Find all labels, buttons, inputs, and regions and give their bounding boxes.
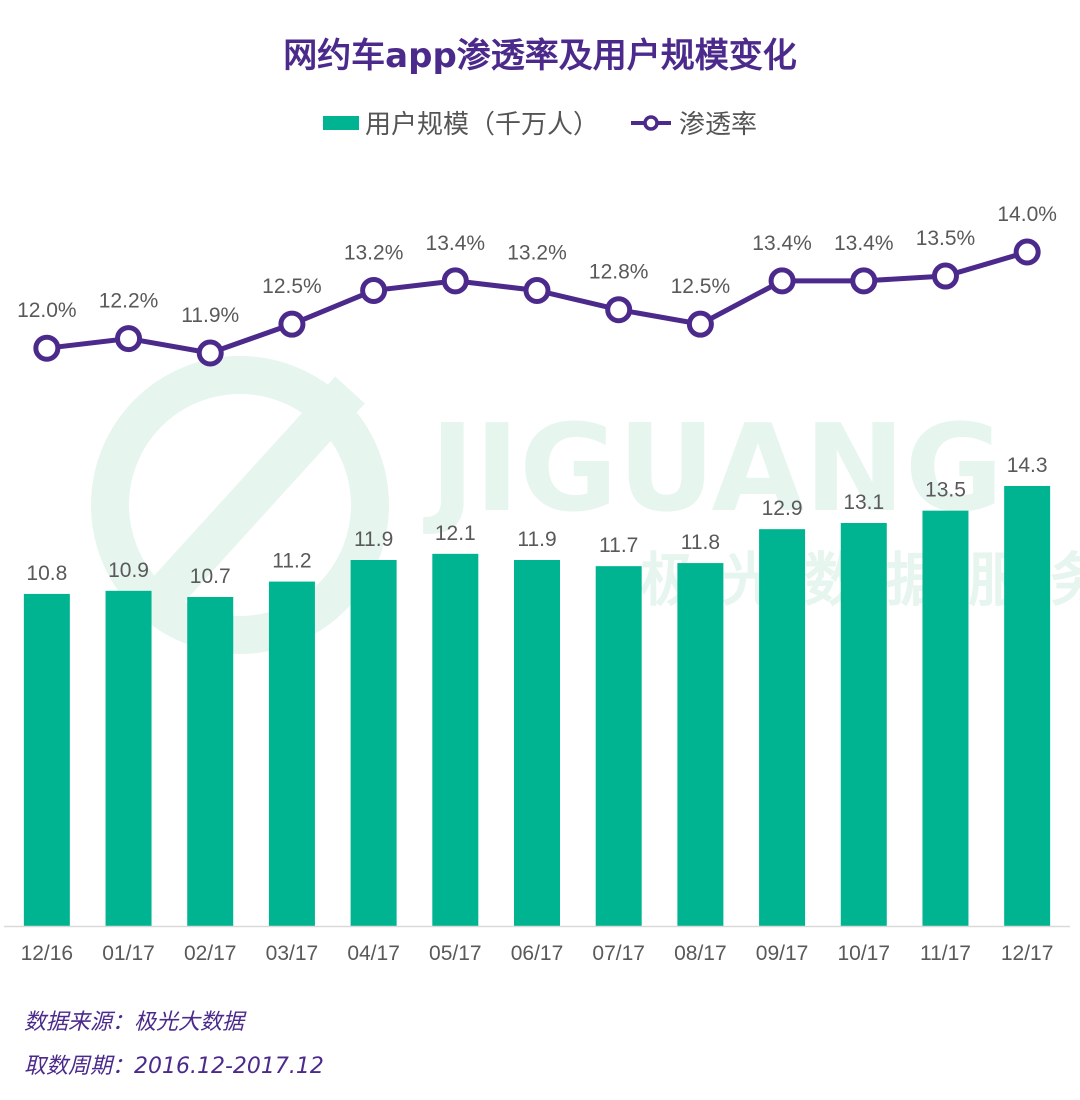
data-period-note: 取数周期：2016.12-2017.12 bbox=[24, 1054, 324, 1079]
bar bbox=[514, 560, 560, 926]
line-point bbox=[360, 276, 388, 304]
watermark-brand: JIGUANG bbox=[423, 400, 1003, 539]
bar-value-label: 10.7 bbox=[190, 565, 231, 588]
legend-swatch-bar bbox=[322, 115, 359, 130]
line-point bbox=[115, 325, 143, 353]
line-value-label: 13.4% bbox=[426, 232, 486, 255]
line-data-labels: 12.0% 12.2% 11.9% 12.5% 13.2% 13.4% 13.2% 12.8%… bbox=[17, 203, 1057, 327]
x-axis-tick-labels: 12/16 01/17 02/17 03/17 04/17 05/17 06/17 07/17… bbox=[21, 942, 1054, 965]
bar bbox=[1004, 486, 1051, 926]
line-point bbox=[605, 296, 633, 324]
data-source-note: 数据来源：极光大数据 bbox=[24, 1010, 245, 1035]
x-tick-label: 06/17 bbox=[511, 942, 564, 965]
bar bbox=[23, 593, 70, 926]
x-tick-label: 04/17 bbox=[347, 942, 400, 965]
x-tick-label: 10/17 bbox=[837, 942, 890, 965]
line-point bbox=[850, 267, 878, 295]
bar bbox=[677, 563, 724, 926]
line-value-label: 12.2% bbox=[99, 290, 159, 313]
line-point bbox=[686, 310, 714, 338]
x-tick-label: 08/17 bbox=[674, 942, 727, 965]
bar bbox=[922, 510, 969, 926]
bar bbox=[595, 566, 642, 926]
bar-value-label: 11.7 bbox=[599, 534, 638, 557]
bar-value-label: 10.8 bbox=[26, 562, 67, 585]
bar-value-label: 14.3 bbox=[1007, 454, 1048, 477]
line-point bbox=[33, 334, 61, 362]
legend-item-penetration: 渗透率 bbox=[629, 104, 757, 141]
line-point bbox=[768, 267, 796, 295]
bar-value-label: 11.2 bbox=[272, 550, 311, 573]
x-tick-label: 05/17 bbox=[429, 942, 482, 965]
x-tick-label: 11/17 bbox=[920, 942, 971, 965]
x-tick-label: 03/17 bbox=[266, 942, 319, 965]
line-value-label: 11.9% bbox=[181, 304, 239, 327]
line-value-label: 13.4% bbox=[752, 232, 812, 255]
bar-value-label: 13.1 bbox=[843, 491, 884, 514]
line-value-label: 14.0% bbox=[997, 203, 1057, 226]
line-point bbox=[523, 276, 551, 304]
bar-data-labels: 10.8 10.9 10.7 11.2 11.9 12.1 11.9 11.7 11.8 12.9… bbox=[26, 454, 1047, 588]
legend-label-penetration: 渗透率 bbox=[679, 110, 758, 140]
chart-canvas: JIGUANG极光数据服务 10.810.910.711.211.912.111… bbox=[4, 203, 1080, 965]
bar-series bbox=[23, 486, 1051, 926]
line-point bbox=[1013, 238, 1041, 266]
bar bbox=[350, 560, 397, 926]
line-point bbox=[278, 310, 306, 338]
legend-item-user-scale: 用户规模（千万人） bbox=[322, 104, 599, 141]
line-value-label: 13.4% bbox=[834, 232, 894, 255]
bar bbox=[759, 529, 806, 926]
x-tick-label: 09/17 bbox=[756, 942, 809, 965]
bar-value-label: 13.5 bbox=[925, 479, 966, 502]
x-tick-label: 07/17 bbox=[592, 942, 645, 965]
line-value-label: 13.2% bbox=[507, 241, 567, 264]
bar bbox=[432, 553, 479, 926]
x-tick-label: 12/17 bbox=[1001, 942, 1054, 965]
line-point bbox=[441, 267, 469, 295]
line-point bbox=[931, 262, 959, 290]
watermark-logo-ring bbox=[91, 356, 389, 654]
legend-label-user-scale: 用户规模（千万人） bbox=[364, 110, 599, 140]
line-value-label: 13.5% bbox=[916, 227, 976, 250]
chart-title: 网约车app渗透率及用户规模变化 bbox=[283, 36, 797, 76]
chart-legend: 用户规模（千万人） 渗透率 bbox=[0, 104, 1080, 141]
bar-value-label: 11.8 bbox=[681, 531, 720, 554]
bar bbox=[840, 523, 887, 926]
line-value-label: 12.5% bbox=[671, 275, 731, 298]
line-value-label: 12.0% bbox=[17, 299, 77, 322]
line-point bbox=[196, 339, 224, 367]
legend-swatch-line bbox=[631, 114, 671, 131]
x-tick-label: 12/16 bbox=[21, 942, 74, 965]
x-tick-label: 02/17 bbox=[184, 942, 237, 965]
bar-value-label: 12.9 bbox=[762, 497, 803, 520]
line-value-label: 12.8% bbox=[589, 261, 649, 284]
bar-value-label: 11.9 bbox=[354, 528, 393, 551]
watermark-logo-slash bbox=[135, 376, 365, 624]
bar-value-label: 12.1 bbox=[435, 522, 476, 545]
x-tick-label: 01/17 bbox=[102, 942, 155, 965]
bar bbox=[268, 581, 315, 926]
bar bbox=[105, 590, 152, 926]
line-value-label: 12.5% bbox=[262, 275, 322, 298]
line-value-label: 13.2% bbox=[344, 241, 404, 264]
bar bbox=[187, 597, 234, 926]
line-series bbox=[33, 238, 1041, 367]
bar-value-label: 10.9 bbox=[108, 559, 149, 582]
bar-value-label: 11.9 bbox=[517, 528, 556, 551]
